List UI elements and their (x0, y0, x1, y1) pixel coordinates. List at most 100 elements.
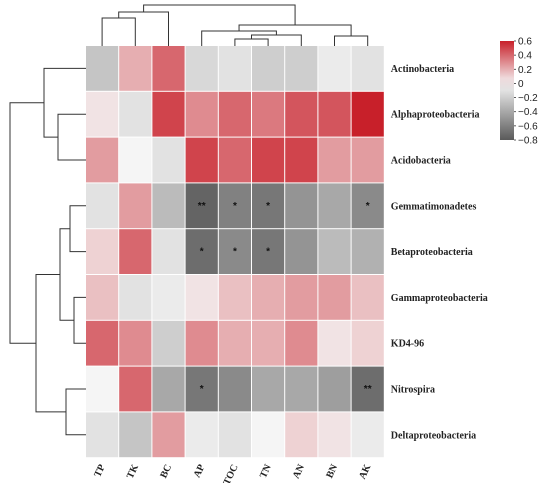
column-label-ap: AP (192, 463, 208, 480)
row-dendrogram-branch (73, 296, 86, 344)
column-dendrogram-branch (118, 11, 169, 46)
heatmap-cell-acidobacteria-tp (86, 137, 119, 183)
heatmap-cell-gammaproteobacteria-tk (119, 275, 152, 320)
heatmap-cell-deltaproteobacteria-tk (119, 412, 152, 458)
row-dendrogram-branch (43, 67, 86, 138)
heatmap-cell-deltaproteobacteria-bn (318, 412, 351, 458)
heatmap-cell-betaproteobacteria-ap (185, 229, 218, 274)
column-label-tp: TP (92, 463, 107, 479)
significance-marks: ** * * ** * ** ** (198, 201, 372, 395)
heatmap-cell-gemmatimonadetes-an (285, 183, 318, 229)
colorbar-tick-label: 0.2 (518, 65, 532, 76)
heatmap-cell-betaproteobacteria-toc (218, 229, 251, 274)
column-dendrogram-branch (143, 4, 296, 25)
heatmap-cell-kd4-96-bn (318, 320, 351, 366)
row-label-gemmatimonadetes: Gemmatimonadetes (391, 201, 477, 212)
heatmap-cell-alphaproteobacteria-tn (252, 91, 285, 137)
row-dendrogram-branch (59, 228, 74, 321)
column-label-toc: TOC (222, 463, 241, 483)
heatmap-cell-actinobacteria-an (285, 46, 318, 91)
heatmap-cell-kd4-96-bc (152, 320, 185, 366)
column-label-ak: AK (357, 463, 373, 481)
heatmap-cell-betaproteobacteria-ak (351, 229, 384, 274)
heatmap-cell-betaproteobacteria-tk (119, 229, 152, 274)
heatmap-cell-alphaproteobacteria-bn (318, 91, 351, 137)
significance-mark: * (266, 247, 270, 258)
heatmap-cell-kd4-96-tn (252, 320, 285, 366)
heatmap-cell-acidobacteria-tk (119, 137, 152, 183)
heatmap-cells (86, 46, 384, 458)
heatmap-cell-actinobacteria-ak (351, 46, 384, 91)
row-labels: Actinobacteria Alphaproteobacteria Acidoba… (391, 64, 488, 441)
heatmap-cell-gemmatimonadetes-tk (119, 183, 152, 229)
significance-mark: ** (198, 201, 206, 212)
heatmap-cell-acidobacteria-toc (218, 137, 251, 183)
row-dendrogram-branch (35, 274, 66, 413)
heatmap-cell-nitrospira-bn (318, 366, 351, 412)
row-dendrogram-branch (69, 205, 86, 253)
heatmap-cell-betaproteobacteria-bn (318, 229, 351, 274)
heatmap-cell-gemmatimonadetes-tp (86, 183, 119, 229)
heatmap-cell-gemmatimonadetes-bn (318, 183, 351, 229)
colorbar-tick-label: −0.8 (518, 136, 538, 147)
heatmap-cell-gemmatimonadetes-tn (252, 183, 285, 229)
heatmap-cell-acidobacteria-ap (185, 137, 218, 183)
row-label-deltaproteobacteria: Deltaproteobacteria (391, 430, 476, 441)
heatmap-cell-betaproteobacteria-bc (152, 229, 185, 274)
heatmap-cell-kd4-96-ap (185, 320, 218, 366)
heatmap-cell-actinobacteria-tp (86, 46, 119, 91)
heatmap-cell-betaproteobacteria-tp (86, 229, 119, 274)
heatmap-cell-gammaproteobacteria-tn (252, 275, 285, 320)
row-label-acidobacteria: Acidobacteria (391, 156, 451, 167)
heatmap-cell-gammaproteobacteria-toc (218, 275, 251, 320)
heatmap-cell-betaproteobacteria-tn (252, 229, 285, 274)
column-label-bc: BC (158, 463, 174, 480)
heatmap-cell-deltaproteobacteria-bc (152, 412, 185, 458)
significance-mark: * (200, 384, 204, 395)
heatmap-cell-gammaproteobacteria-ap (185, 275, 218, 320)
heatmap-cell-actinobacteria-tn (252, 46, 285, 91)
heatmap-cell-kd4-96-toc (218, 320, 251, 366)
colorbar: 0.6 0.4 0.2 0 −0.2 −0.4 −0.6 −0.8 (500, 37, 538, 147)
colorbar-tick-label: 0 (518, 79, 524, 90)
heatmap-cell-gammaproteobacteria-an (285, 275, 318, 320)
column-dendrogram-branch (101, 17, 136, 46)
heatmap-cell-nitrospira-tp (86, 366, 119, 412)
significance-mark: * (200, 247, 204, 258)
significance-mark: * (233, 247, 237, 258)
colorbar-gradient (500, 41, 514, 140)
heatmap-cell-deltaproteobacteria-an (285, 412, 318, 458)
heatmap-cell-gammaproteobacteria-bn (318, 275, 351, 320)
heatmap-cell-gammaproteobacteria-bc (152, 275, 185, 320)
heatmap-cell-gammaproteobacteria-tp (86, 275, 119, 320)
row-dendrogram (9, 67, 86, 436)
heatmap-cell-nitrospira-bc (152, 366, 185, 412)
heatmap-cell-acidobacteria-tn (252, 137, 285, 183)
heatmap-cell-alphaproteobacteria-toc (218, 91, 251, 137)
colorbar-tick-label: 0.4 (518, 51, 532, 62)
heatmap-cell-gemmatimonadetes-ap (185, 183, 218, 229)
column-label-tk: TK (125, 463, 141, 481)
row-label-nitrospira: Nitrospira (391, 385, 435, 396)
heatmap-cell-kd4-96-tp (86, 320, 119, 366)
colorbar-tick-label: −0.6 (518, 121, 538, 132)
significance-mark: * (233, 201, 237, 212)
column-dendrogram-branch (234, 38, 269, 46)
heatmap-cell-deltaproteobacteria-toc (218, 412, 251, 458)
heatmap-cell-actinobacteria-bn (318, 46, 351, 91)
heatmap-cell-acidobacteria-an (285, 137, 318, 183)
heatmap-cell-nitrospira-tk (119, 366, 152, 412)
heatmap-cell-alphaproteobacteria-tp (86, 91, 119, 137)
heatmap-cell-alphaproteobacteria-bc (152, 91, 185, 137)
column-label-an: AN (291, 462, 307, 480)
heatmap-cell-alphaproteobacteria-ak (351, 91, 384, 137)
colorbar-tick-label: −0.4 (518, 107, 538, 118)
significance-mark: ** (364, 384, 372, 395)
heatmap-cell-gammaproteobacteria-ak (351, 275, 384, 320)
heatmap-cell-kd4-96-an (285, 320, 318, 366)
heatmap-cell-nitrospira-tn (252, 366, 285, 412)
heatmap-cell-actinobacteria-tk (119, 46, 152, 91)
heatmap-cell-actinobacteria-bc (152, 46, 185, 91)
colorbar-tick-label: −0.2 (518, 93, 538, 104)
